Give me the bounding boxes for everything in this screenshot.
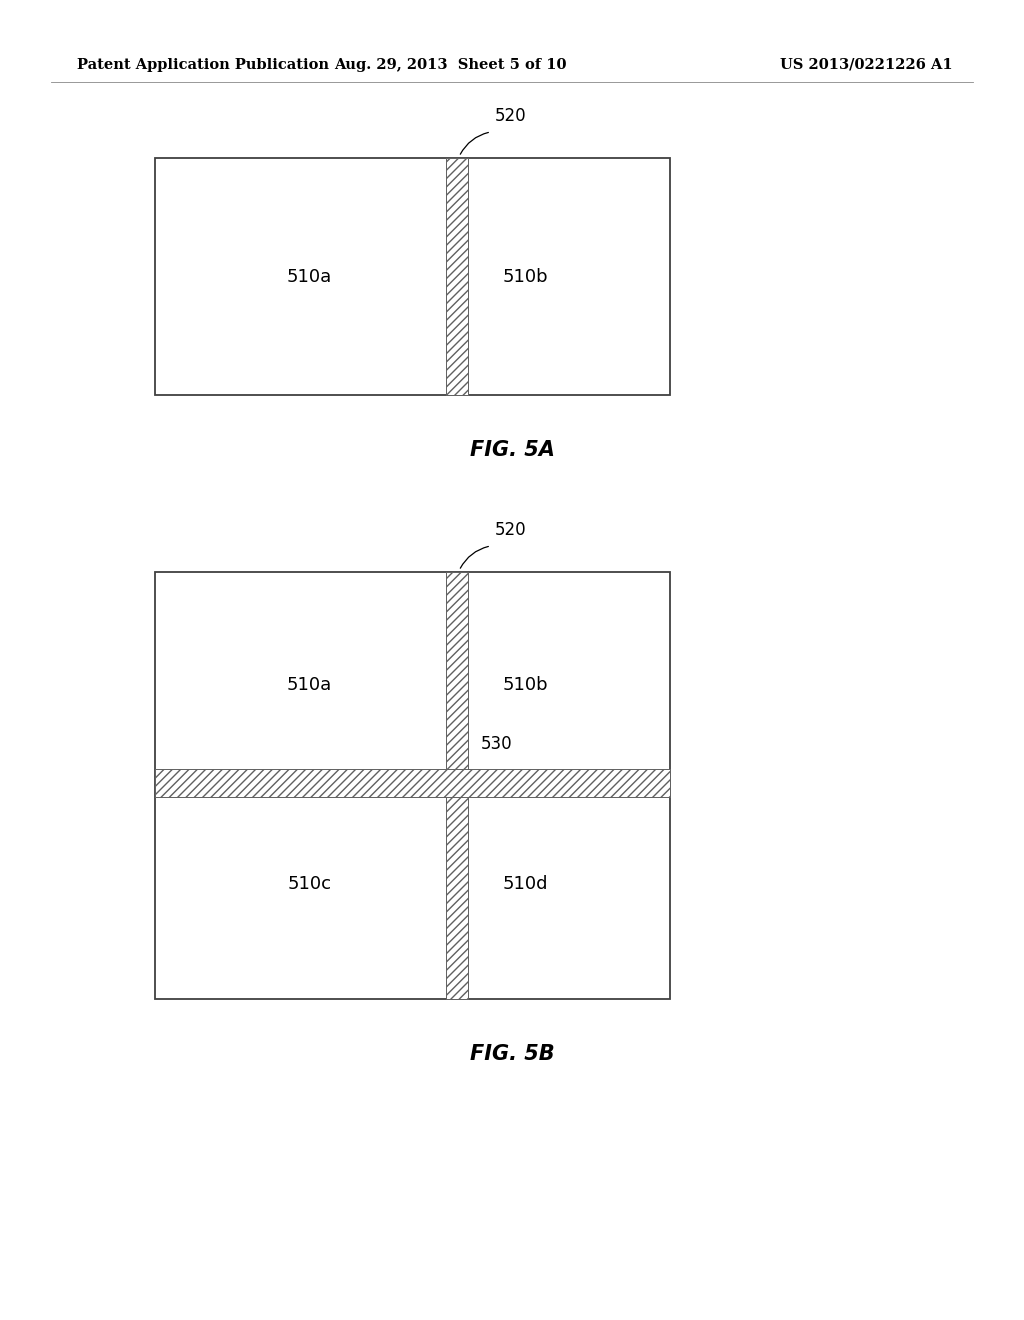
Text: 510a: 510a bbox=[287, 676, 332, 693]
Bar bbox=[446, 572, 468, 999]
Text: 510c: 510c bbox=[288, 875, 332, 894]
Text: 510a: 510a bbox=[287, 268, 332, 285]
Bar bbox=[155, 158, 670, 395]
Bar bbox=[155, 572, 670, 999]
Bar bbox=[155, 770, 670, 797]
Text: FIG. 5B: FIG. 5B bbox=[470, 1044, 554, 1064]
Text: 520: 520 bbox=[496, 521, 526, 539]
Text: Aug. 29, 2013  Sheet 5 of 10: Aug. 29, 2013 Sheet 5 of 10 bbox=[334, 58, 567, 73]
Bar bbox=[446, 158, 468, 395]
Text: 530: 530 bbox=[480, 735, 512, 754]
Text: 510d: 510d bbox=[503, 875, 549, 894]
Text: US 2013/0221226 A1: US 2013/0221226 A1 bbox=[779, 58, 952, 73]
Text: Patent Application Publication: Patent Application Publication bbox=[77, 58, 329, 73]
Text: 520: 520 bbox=[496, 107, 526, 125]
Text: 510b: 510b bbox=[503, 676, 549, 693]
Text: FIG. 5A: FIG. 5A bbox=[470, 440, 554, 459]
Text: 510b: 510b bbox=[503, 268, 549, 285]
